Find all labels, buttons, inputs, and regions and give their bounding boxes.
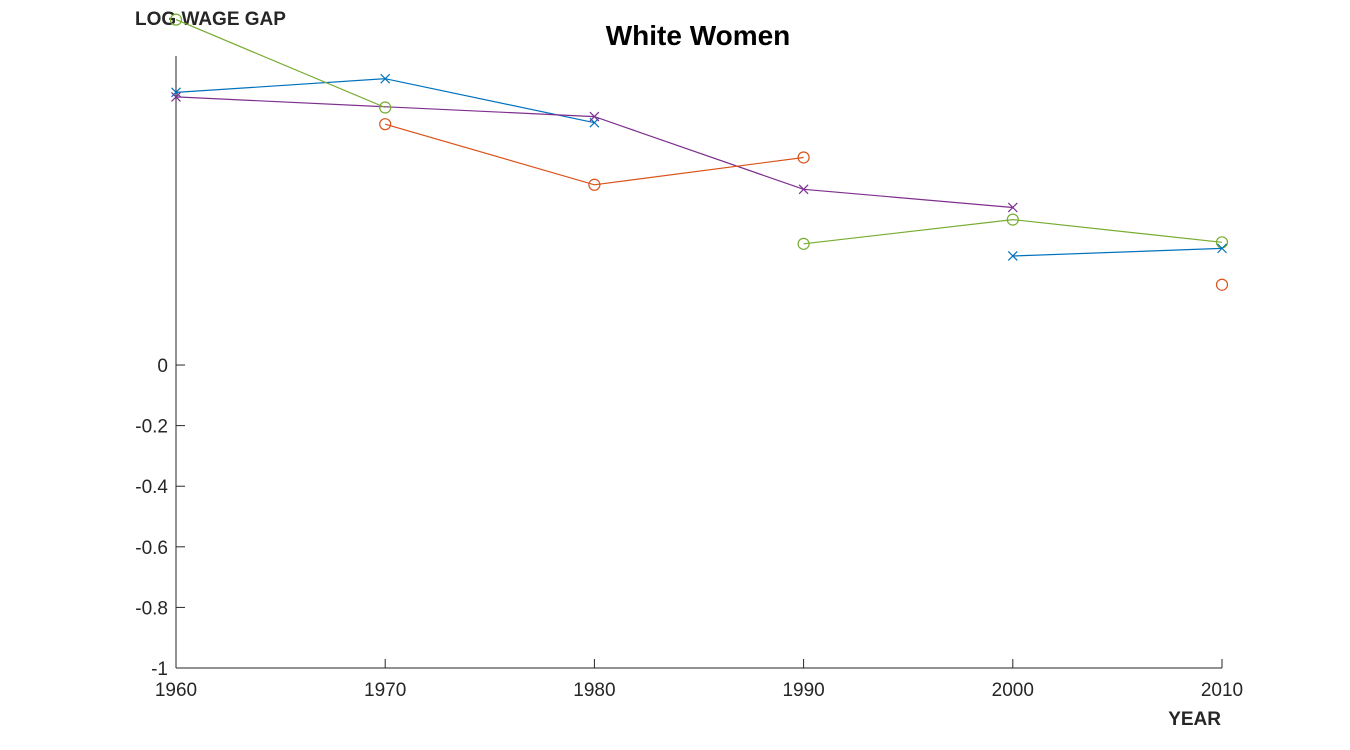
x-tick-label: 1970 — [364, 680, 406, 701]
series-7 — [1215, 278, 1229, 291]
y-tick-label: -0.4 — [135, 477, 168, 498]
series-line — [175, 96, 1013, 209]
data-point — [169, 13, 183, 26]
data-point — [379, 118, 392, 131]
x-tick-label: 1960 — [155, 680, 197, 701]
data-point — [589, 111, 600, 122]
data-point — [797, 237, 810, 250]
data-point — [171, 87, 181, 98]
data-point — [1217, 243, 1227, 254]
x-tick-label: 1980 — [573, 680, 615, 701]
y-axis-label: LOG WAGE GAP — [135, 9, 286, 30]
series-line — [385, 123, 804, 186]
y-tick-label: -1 — [151, 659, 168, 680]
data-point — [380, 73, 391, 84]
y-tick-label: -0.6 — [135, 538, 168, 559]
series-line — [803, 218, 1223, 245]
x-axis-label: YEAR — [1168, 709, 1221, 730]
series-6 — [1007, 243, 1227, 261]
plot-area — [169, 13, 1229, 291]
series-2 — [171, 91, 1018, 213]
y-ticks: 0 -0.2 -0.4 -0.6 -0.8 -1 — [135, 356, 185, 680]
series-1 — [171, 73, 600, 128]
series-3 — [169, 13, 392, 114]
data-point — [1215, 278, 1229, 291]
series-4 — [379, 118, 810, 191]
data-point — [588, 178, 601, 191]
x-tick-label: 2000 — [992, 680, 1034, 701]
data-point — [797, 151, 810, 164]
data-point — [1006, 213, 1019, 226]
chart-title: White Women — [606, 20, 791, 51]
y-tick-label: -0.2 — [135, 417, 168, 438]
x-tick-label: 1990 — [782, 680, 824, 701]
data-point — [1007, 251, 1018, 261]
series-line — [175, 19, 386, 109]
y-tick-label: 0 — [157, 356, 168, 377]
x-tick-label: 2010 — [1201, 680, 1243, 701]
data-point — [171, 91, 181, 102]
series-5 — [797, 213, 1229, 250]
data-point — [1007, 202, 1018, 213]
series-line — [1012, 247, 1223, 257]
series-line — [175, 78, 595, 124]
x-ticks: 1960 1970 1980 1990 2000 2010 — [155, 659, 1243, 701]
data-point — [798, 184, 809, 195]
data-point — [379, 101, 392, 114]
y-tick-label: -0.8 — [135, 598, 168, 619]
